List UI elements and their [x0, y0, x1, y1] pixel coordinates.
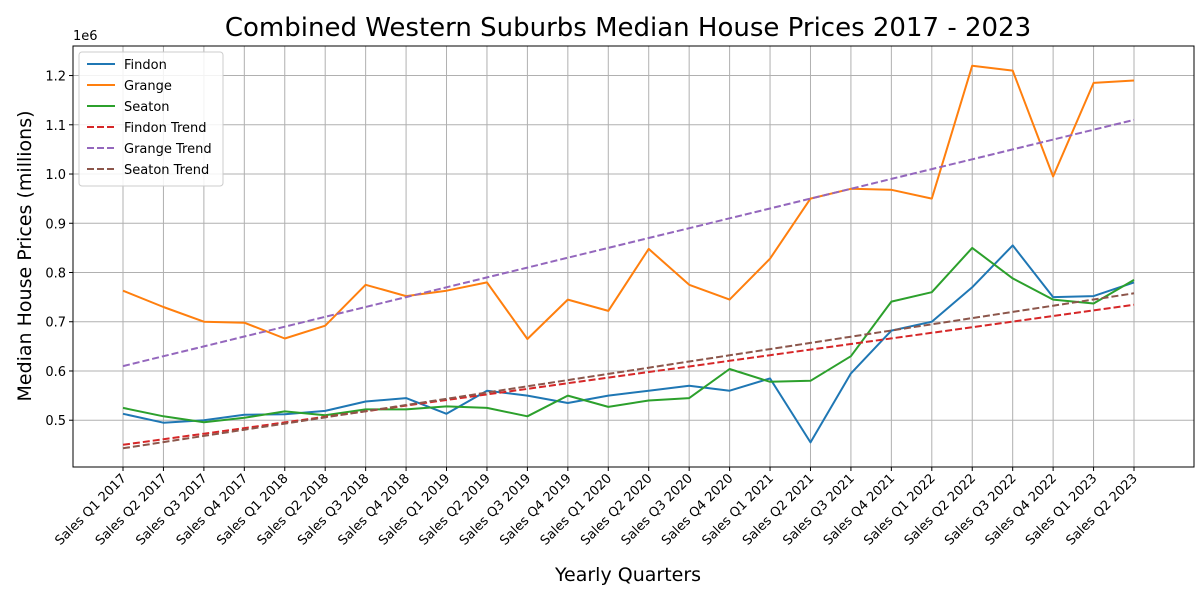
series-line-findon-trend	[122, 303, 1135, 446]
x-tick-label: Sales Q3 2017	[133, 471, 210, 548]
series-line-findon	[122, 244, 1135, 444]
y-axis-label: Median House Prices (millions)	[14, 110, 36, 401]
x-tick-label: Sales Q1 2023	[1023, 471, 1100, 548]
y-tick-label: 0.7	[45, 316, 66, 331]
legend-label: Findon Trend	[124, 121, 207, 136]
series-line-seaton-trend	[122, 292, 1135, 450]
x-tick-label: Sales Q3 2022	[942, 471, 1019, 548]
x-tick-label: Sales Q1 2019	[376, 471, 453, 548]
legend-label: Findon	[124, 58, 167, 73]
x-tick-label: Sales Q3 2019	[457, 471, 534, 548]
x-tick-label: Sales Q2 2020	[578, 471, 655, 548]
x-tick-label: Sales Q3 2020	[619, 471, 696, 548]
y-tick-label: 0.9	[45, 217, 66, 232]
x-tick-label: Sales Q3 2018	[295, 471, 372, 548]
series-line-grange	[122, 64, 1135, 340]
series-line-seaton	[122, 246, 1135, 424]
x-tick-label: Sales Q1 2021	[699, 471, 776, 548]
x-tick-label: Sales Q4 2020	[659, 471, 736, 548]
series-line-grange-trend	[122, 118, 1135, 368]
legend-label: Grange Trend	[124, 142, 212, 157]
x-tick-label: Sales Q3 2021	[780, 471, 857, 548]
legend-label: Seaton Trend	[124, 163, 209, 178]
legend-label: Grange	[124, 79, 172, 94]
y-tick-label: 1.0	[45, 168, 66, 183]
legend-label: Seaton	[124, 100, 170, 115]
x-tick-label: Sales Q1 2022	[861, 471, 938, 548]
x-axis-label: Yearly Quarters	[554, 564, 701, 586]
y-tick-label: 1.1	[45, 119, 66, 134]
x-tick-label: Sales Q1 2018	[214, 471, 291, 548]
legend: Findon Grange Seaton Findon Trend Grange Tre…	[78, 51, 224, 187]
y-tick-label: 0.5	[45, 414, 66, 429]
y-tick-label: 0.8	[45, 267, 66, 282]
x-tick-label: Sales Q4 2022	[983, 471, 1060, 548]
y-ticks: 0.5 0.6 0.7 0.8 0.9 1.0 1.1 1.2	[45, 70, 73, 429]
series-lines	[122, 64, 1135, 450]
y-tick-label: 0.6	[45, 365, 66, 380]
x-tick-label: Sales Q1 2017	[52, 471, 129, 548]
x-tick-label: Sales Q4 2021	[821, 471, 898, 548]
x-tick-label: Sales Q4 2017	[174, 471, 251, 548]
x-tick-label: Sales Q2 2018	[255, 471, 332, 548]
plot-frame	[72, 45, 1195, 468]
x-tick-label: Sales Q4 2018	[336, 471, 413, 548]
x-tick-label: Sales Q1 2020	[538, 471, 615, 548]
chart-title: Combined Western Suburbs Median House Pr…	[225, 13, 1031, 43]
x-tick-label: Sales Q2 2021	[740, 471, 817, 548]
x-tick-label: Sales Q4 2019	[497, 471, 574, 548]
x-tick-label: Sales Q2 2023	[1063, 471, 1140, 548]
x-tick-label: Sales Q2 2019	[416, 471, 493, 548]
grid	[73, 46, 1194, 467]
y-tick-label: 1.2	[45, 70, 66, 85]
x-tick-label: Sales Q2 2022	[902, 471, 979, 548]
y-offset-label: 1e6	[73, 29, 98, 44]
x-tick-label: Sales Q2 2017	[93, 471, 170, 548]
